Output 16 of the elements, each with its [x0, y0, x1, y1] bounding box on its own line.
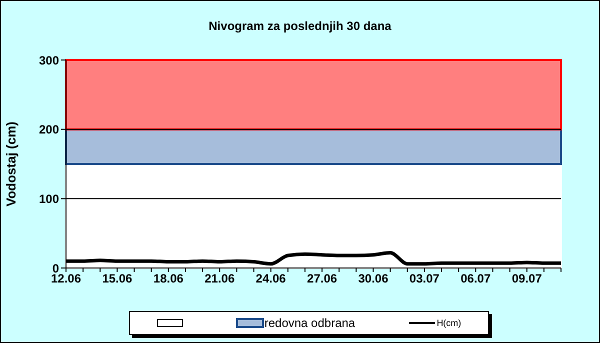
x-tick-label: 09.07 — [512, 272, 542, 286]
x-tick-label: 30.06 — [358, 272, 389, 286]
x-tick-label: 21.06 — [204, 272, 235, 286]
chart-title: Nivogram za poslednjih 30 dana — [208, 19, 392, 33]
x-tick-label: 15.06 — [102, 272, 133, 286]
y-tick-label: 200 — [38, 122, 60, 137]
x-tick-label: 03.07 — [409, 272, 440, 286]
x-tick-label: 24.06 — [256, 272, 286, 286]
x-tick-label: 06.07 — [460, 272, 491, 286]
y-axis-title: Vodostaj (cm) — [4, 122, 19, 206]
y-tick-label: 300 — [38, 53, 60, 68]
legend-label: H(cm) — [436, 318, 462, 328]
x-tick-label: 18.06 — [153, 272, 184, 286]
x-tick-label: 27.06 — [307, 272, 338, 286]
y-tick-label: 100 — [38, 192, 60, 206]
legend-label: redovna odbrana — [264, 316, 356, 330]
